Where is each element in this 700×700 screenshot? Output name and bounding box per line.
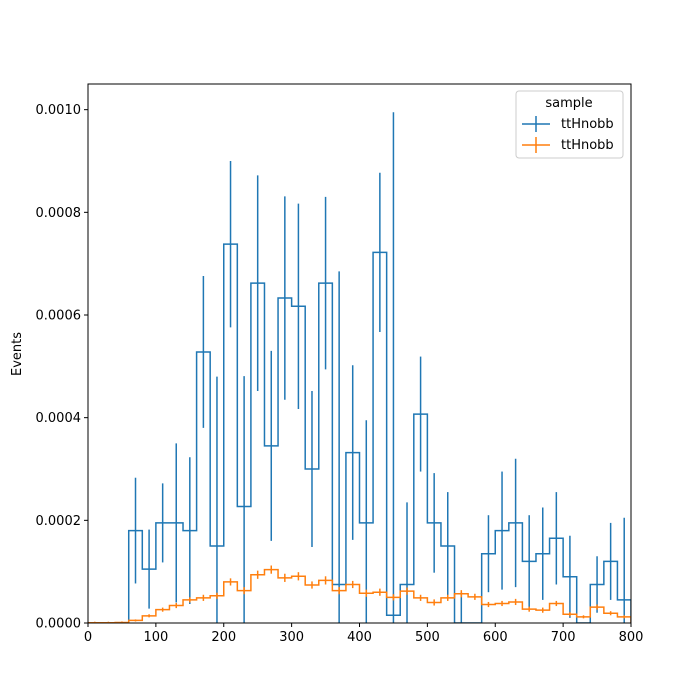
x-tick-label-400: 400 xyxy=(347,630,372,645)
y-tick-label-0.0002: 0.0002 xyxy=(36,514,82,529)
x-tick-label-100: 100 xyxy=(143,630,168,645)
y-tick-label-0.0010: 0.0010 xyxy=(36,103,82,118)
x-tick-label-700: 700 xyxy=(551,630,576,645)
legend: sample ttHnobb ttHnobb xyxy=(515,90,624,159)
x-tick-label-600: 600 xyxy=(483,630,508,645)
legend-entry-1: ttHnobb xyxy=(522,116,614,132)
series-2 xyxy=(88,565,631,623)
x-tick-label-800: 800 xyxy=(619,630,644,645)
series-2-step-line xyxy=(88,568,631,623)
series-layer xyxy=(88,112,631,623)
plot-background xyxy=(88,84,631,623)
legend-frame xyxy=(515,90,624,159)
x-tick-label-500: 500 xyxy=(415,630,440,645)
x-tick-label-0: 0 xyxy=(84,630,92,645)
y-tick-label-0.0000: 0.0000 xyxy=(36,617,82,632)
legend-label-2: ttHnobb xyxy=(561,138,614,153)
legend-entry-2: ttHnobb xyxy=(522,137,614,153)
legend-label-1: ttHnobb xyxy=(561,117,614,132)
x-tick-label-200: 200 xyxy=(211,630,236,645)
plot-area xyxy=(88,84,631,623)
y-tick-label-0.0004: 0.0004 xyxy=(36,411,82,426)
axes-layer: 0 100 200 300 400 500 600 700 800 0.0000 0.0002 0.0… xyxy=(36,83,644,645)
y-tick-label-0.0006: 0.0006 xyxy=(36,309,82,324)
y-tick-label-0.0008: 0.0008 xyxy=(36,206,82,221)
x-tick-label-300: 300 xyxy=(279,630,304,645)
series-1 xyxy=(127,112,631,623)
legend-title: sample xyxy=(545,96,592,111)
y-axis-label: Events xyxy=(10,332,25,376)
